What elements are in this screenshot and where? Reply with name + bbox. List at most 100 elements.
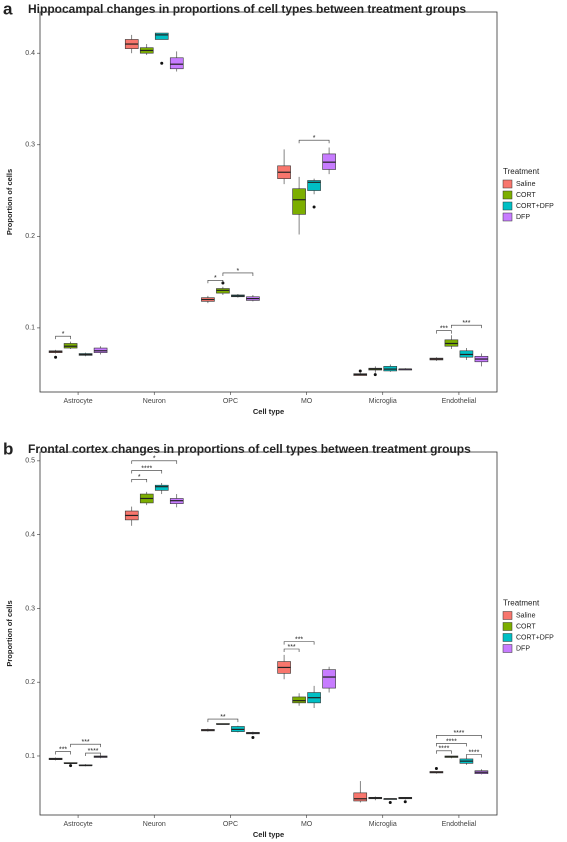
y-axis-label: Proportion of cells: [5, 169, 14, 235]
significance-label: *: [153, 456, 156, 463]
significance-bracket: [222, 272, 254, 276]
outlier: [160, 61, 164, 65]
outlier: [403, 800, 407, 804]
x-tick-label: Microglia: [369, 821, 397, 828]
plot-border: [39, 451, 498, 816]
x-tick-label: Endothelial: [442, 821, 477, 828]
significance-bracket: [131, 470, 163, 474]
x-tick-label: Neuron: [143, 398, 166, 405]
significance-label: *: [313, 135, 316, 142]
significance-label: *: [237, 268, 240, 275]
legend-label: Saline: [516, 181, 536, 188]
outlier: [54, 355, 58, 359]
legend-label: DFP: [516, 645, 530, 652]
y-tick-label: 0.4: [25, 531, 35, 538]
significance-bracket: [131, 478, 148, 483]
legend-label: CORT: [516, 623, 536, 630]
significance-label: ****: [446, 738, 457, 745]
x-tick-label: Microglia: [369, 398, 397, 405]
legend-label: CORT+DFP: [516, 203, 554, 210]
legend-title: Treatment: [503, 599, 540, 608]
significance-bracket: [436, 750, 452, 754]
panel-label: a: [3, 0, 13, 18]
outlier: [312, 205, 316, 209]
legend-key: [502, 201, 513, 211]
significance-label: ****: [88, 748, 99, 755]
plot-border: [39, 11, 498, 393]
significance-label: ***: [462, 320, 470, 327]
outlier: [434, 767, 438, 771]
significance-bracket: [436, 743, 467, 747]
box: [292, 696, 306, 704]
x-tick-label: OPC: [223, 821, 238, 828]
box: [154, 484, 169, 491]
significance-label: ***: [440, 325, 448, 332]
outlier: [251, 736, 255, 740]
significance-bracket: [70, 743, 101, 748]
significance-bracket: [131, 460, 178, 464]
legend-label: DFP: [516, 214, 530, 221]
box: [307, 180, 321, 191]
significance-label: *: [214, 275, 217, 282]
legend-label: CORT+DFP: [516, 634, 554, 641]
y-tick-label: 0.3: [25, 142, 35, 149]
significance-label: ***: [59, 746, 67, 753]
y-tick-label: 0.2: [25, 679, 35, 686]
significance-bracket: [436, 330, 452, 334]
y-axis-label: Proportion of cells: [5, 600, 14, 666]
significance-bracket: [85, 752, 101, 757]
y-tick-label: 0.4: [25, 50, 35, 57]
y-tick-label: 0.2: [25, 233, 35, 240]
x-axis-label: Cell type: [253, 407, 284, 416]
x-tick-label: OPC: [223, 398, 238, 405]
significance-label: **: [220, 714, 226, 721]
chart-title: Frontal cortex changes in proportions of…: [28, 442, 471, 456]
y-tick-label: 0.1: [25, 753, 35, 760]
y-tick-label: 0.1: [25, 325, 35, 332]
legend-key: [502, 179, 513, 189]
significance-bracket: [283, 641, 315, 645]
legend-label: Saline: [516, 612, 536, 619]
outlier: [69, 764, 73, 768]
significance-label: ****: [141, 465, 152, 472]
y-tick-label: 0.3: [25, 605, 35, 612]
significance-label: ****: [468, 749, 479, 756]
significance-label: ****: [438, 746, 449, 753]
x-tick-label: Astrocyte: [63, 398, 92, 405]
outlier: [373, 373, 377, 377]
significance-bracket: [283, 648, 300, 652]
box: [169, 57, 184, 70]
significance-bracket: [207, 279, 224, 284]
x-tick-label: Neuron: [143, 821, 166, 828]
significance-bracket: [466, 754, 482, 758]
x-tick-label: MO: [301, 398, 313, 405]
legend-key: [502, 190, 513, 200]
significance-bracket: [55, 335, 71, 340]
box: [322, 669, 336, 689]
significance-label: *: [138, 474, 141, 481]
x-axis-label: Cell type: [253, 830, 284, 839]
significance-bracket: [451, 324, 482, 329]
significance-label: ***: [81, 739, 89, 746]
outlier: [358, 369, 362, 373]
legend-title: Treatment: [503, 167, 540, 176]
significance-label: *: [62, 331, 65, 338]
x-tick-label: Astrocyte: [63, 821, 92, 828]
legend-key: [502, 212, 513, 222]
significance-bracket: [298, 139, 330, 144]
significance-bracket: [207, 718, 239, 723]
panel-label: b: [3, 439, 13, 458]
legend-key: [502, 622, 513, 631]
significance-label: ****: [453, 730, 464, 737]
box: [154, 32, 169, 40]
x-tick-label: Endothelial: [442, 398, 477, 405]
significance-bracket: [55, 751, 71, 755]
box: [353, 792, 368, 802]
significance-label: ***: [295, 636, 303, 643]
x-tick-label: MO: [301, 821, 313, 828]
box: [292, 188, 306, 215]
legend-label: CORT: [516, 192, 536, 199]
y-tick-label: 0.5: [25, 458, 35, 465]
